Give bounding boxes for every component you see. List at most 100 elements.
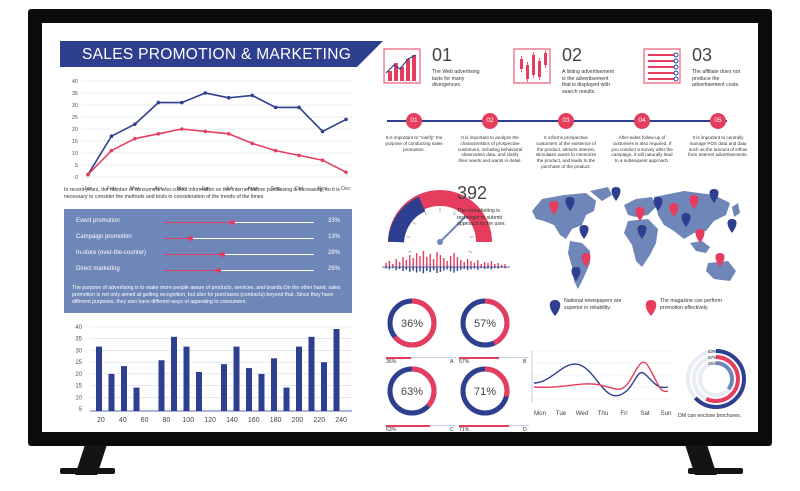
gauge [388, 190, 492, 253]
bar [296, 346, 302, 411]
map-pin-icon [565, 197, 575, 211]
line-x-tick: Nov [318, 186, 328, 192]
week-chart-days: Mon Tue Wed Thu Fri Sat Sun [534, 410, 672, 417]
donut-bar-fill [386, 356, 412, 359]
promo-row-label: In-store (over-the-counter) [76, 250, 147, 256]
donut-arc [460, 366, 510, 416]
donut-bar-fill [459, 424, 509, 427]
map-pin-icon [695, 229, 705, 243]
promo-row-handle [188, 235, 194, 241]
line-point-pink [250, 141, 254, 146]
bar-x-tick: 100 [182, 417, 194, 424]
bar [321, 362, 327, 411]
legend-pin-icon [645, 300, 657, 316]
line-point-pink [320, 158, 325, 162]
donut-bar-pct: 63% [386, 427, 397, 432]
line-point-pink [203, 129, 208, 134]
bar [96, 346, 102, 411]
bar-x-tick: 160 [248, 417, 260, 424]
line-chart-x-ticks: Jan Feb Mar Apr May Jun Jul Aug Sep Oct Nov Dec [84, 186, 352, 192]
info-number: 01 [432, 45, 453, 65]
promo-row-handle [230, 219, 236, 225]
donut-pct: 36% [401, 318, 423, 330]
line-point-navy [156, 100, 161, 105]
line-point-navy [320, 129, 325, 134]
bar [133, 387, 140, 411]
bar-y-tick: 5 [79, 407, 83, 413]
bar-y-tick: 35 [75, 337, 82, 343]
line-chart: 40 35 30 25 20 15 10 5 0 Jan Feb Mar Apr May Jun Jul Au… [72, 79, 352, 192]
bar-y-tick: 30 [75, 348, 82, 354]
bar [196, 371, 202, 411]
map-pin-icon [689, 195, 699, 209]
line-y-tick: 5 [75, 163, 78, 169]
line-y-tick: 40 [72, 79, 78, 85]
line-point-navy [226, 96, 231, 100]
title-banner: SALES PROMOTION & MARKETING [60, 41, 383, 67]
donut-pct: 63% [401, 386, 423, 398]
world-map [532, 187, 740, 289]
donut-letter: A [450, 359, 454, 365]
week-day: Thu [598, 410, 609, 417]
map-legend-text: The magazine can perform promotion effec… [660, 298, 722, 311]
line-point-navy [250, 93, 254, 98]
bar [158, 360, 165, 411]
promotion-box: Event promotion 33% Campaign promotion 13% I… [64, 209, 352, 313]
promo-row-pct: 26% [327, 266, 340, 272]
line-x-tick: Dec [341, 186, 351, 192]
promo-row-handle [219, 251, 225, 257]
line-x-tick: Oct [295, 186, 304, 192]
bar-y-tick: 40 [75, 325, 82, 331]
bar [171, 336, 177, 411]
bar-x-tick: 220 [313, 417, 325, 424]
line-point-pink [109, 148, 114, 153]
tv-foot-right [688, 468, 743, 474]
promo-row-fill [164, 253, 223, 256]
week-day: Tue [556, 410, 567, 417]
map-pin-icon [611, 187, 621, 201]
donut-pct: 57% [474, 318, 496, 330]
line-series-navy [87, 92, 347, 176]
info-number: 02 [562, 45, 583, 65]
line-y-tick: 20 [72, 127, 78, 133]
line-point-navy [109, 134, 114, 138]
sound-wave [382, 251, 510, 274]
line-x-tick: Jan [84, 186, 93, 192]
bar [271, 358, 277, 411]
map-pin-icon [579, 225, 589, 239]
timeline-step: 02 [482, 113, 498, 129]
donut-bar-pct: 36% [386, 359, 397, 365]
donut-letter: C [450, 427, 454, 432]
donut-pct: 71% [474, 386, 496, 398]
timeline-step: 01 [406, 113, 422, 129]
map-pin-icon [653, 197, 663, 211]
line-y-tick: 0 [75, 175, 78, 181]
donut-chart: 71% [460, 366, 510, 416]
line-x-tick: Aug [247, 186, 257, 192]
box-paragraph: The purpose of advertising is to make mo… [72, 285, 341, 305]
bar-x-tick: 20 [97, 417, 105, 424]
info-icon [513, 48, 551, 84]
radial-caption: DM can enclose brochures. [678, 413, 742, 419]
bar [333, 329, 340, 411]
line-point-pink [297, 153, 301, 158]
bar-x-tick: 180 [270, 417, 282, 424]
donut-chart: 63% [387, 366, 437, 416]
legend-pin-icon [549, 300, 561, 316]
info-icon [383, 48, 421, 84]
bar-y-tick: 15 [75, 384, 82, 390]
gauge-fill [388, 196, 426, 243]
line-point-navy [273, 105, 278, 110]
promo-row-track [164, 222, 314, 223]
info-icon [643, 48, 681, 84]
timeline-text: It informs prospective customers of the … [535, 135, 597, 169]
bar-x-tick: 60 [141, 417, 149, 424]
gauge-text: The remarketing is technique to submit a… [457, 208, 506, 227]
line-chart-points [86, 91, 348, 177]
week-day: Mon [534, 410, 547, 417]
line-y-tick: 10 [72, 151, 78, 157]
info-text: The Web advertising lasts for many diver… [432, 69, 480, 88]
bar-x-tick: 240 [335, 417, 347, 424]
map-pin-icon [635, 207, 645, 221]
line-point-pink [86, 172, 90, 177]
